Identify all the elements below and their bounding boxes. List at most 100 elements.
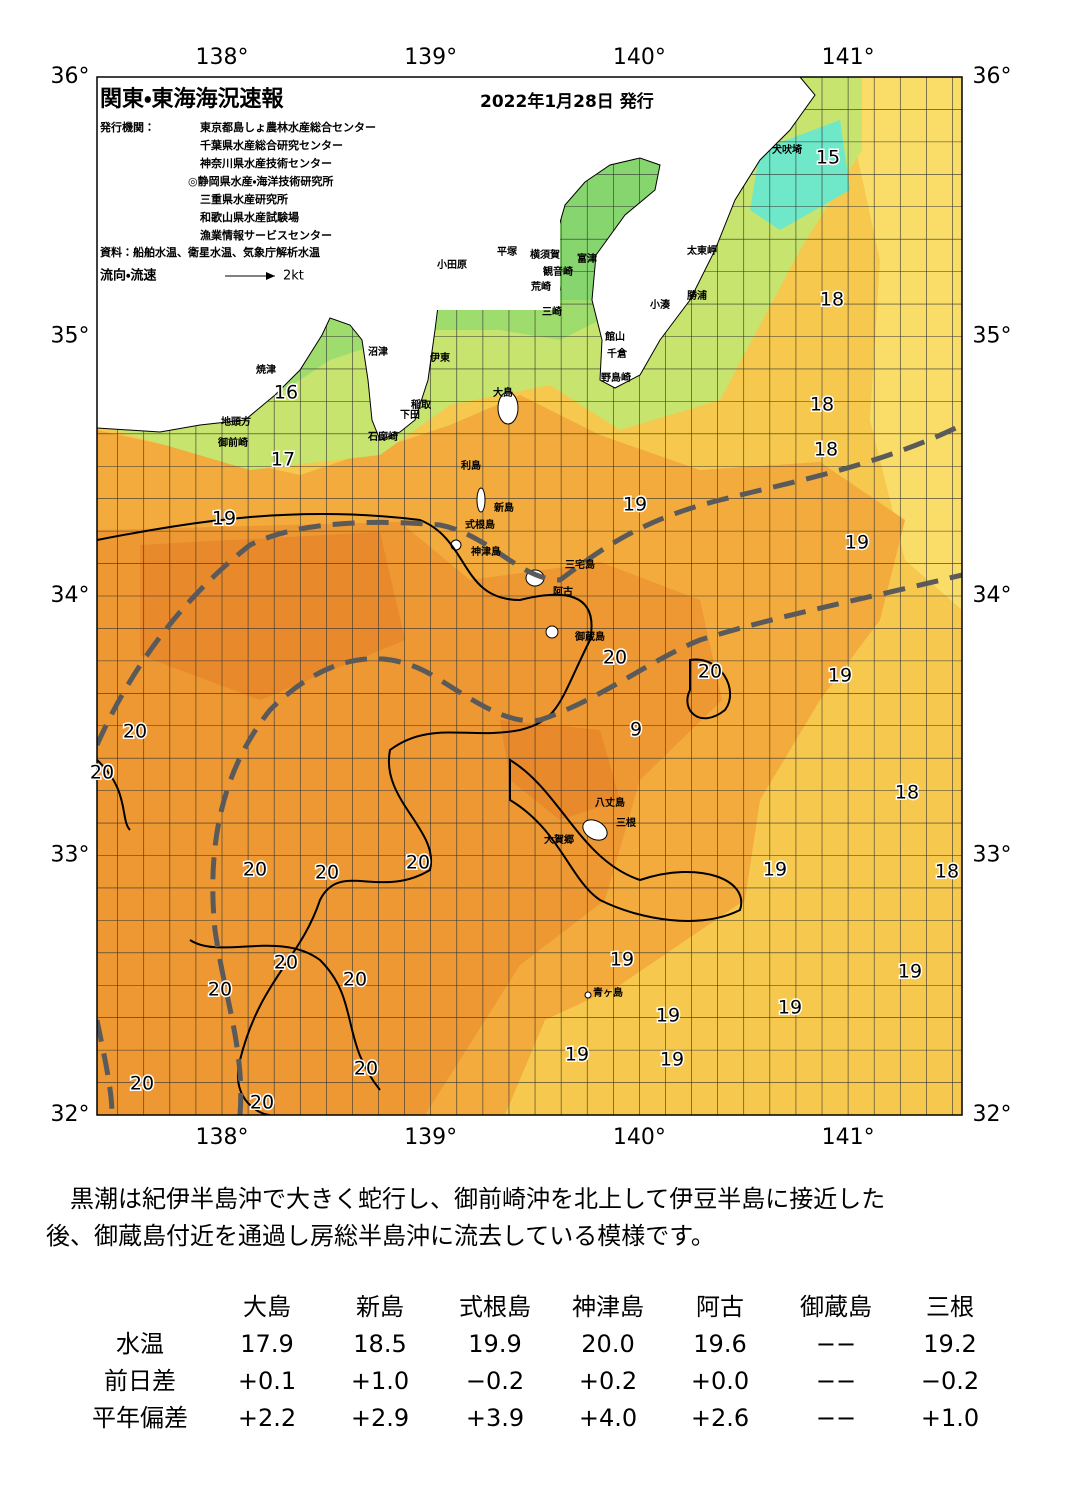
- temperature-label: 20: [315, 862, 339, 884]
- temperature-label: 20: [243, 859, 267, 881]
- issuer: ◎静岡県水産・海洋技術研究所: [188, 174, 333, 188]
- temperature-label: 19: [845, 532, 869, 554]
- cold-water: [750, 120, 850, 230]
- contour-line: [686, 658, 731, 720]
- table-cell: −0.2: [921, 1367, 979, 1395]
- row-label: 前日差: [104, 1367, 176, 1395]
- island: [545, 625, 559, 639]
- issue-date: 2022年1月28日 発行: [480, 91, 654, 112]
- land: [97, 77, 560, 310]
- place-name: 稲取: [411, 398, 432, 411]
- temperature-label: 20: [698, 661, 722, 683]
- table-cell: 20.0: [581, 1330, 634, 1358]
- table-cell: 17.9: [240, 1330, 293, 1358]
- description-line: 黒潮は紀伊半島沖で大きく蛇行し、御前崎沖を北上して伊豆半島に接近した: [46, 1185, 885, 1213]
- lon-label: 141°: [822, 45, 875, 70]
- place-name: 犬吠埼: [772, 143, 802, 156]
- table-cell: +1.0: [351, 1367, 409, 1395]
- place-name: 千倉: [607, 347, 628, 360]
- place-name: 新島: [493, 501, 514, 514]
- kuroshio-path: [210, 572, 962, 1115]
- temperature-label: 18: [810, 394, 834, 416]
- place-name: 大島: [493, 386, 513, 399]
- row-label: 水温: [116, 1330, 164, 1358]
- lat-label: 33°: [51, 843, 90, 868]
- map-body: [97, 77, 962, 1115]
- warm-core: [500, 720, 620, 820]
- place-name: 三崎: [542, 305, 562, 318]
- lat-label: 34°: [973, 583, 1012, 608]
- table-cell: +2.6: [691, 1404, 749, 1432]
- island: [584, 991, 592, 999]
- table-header: 式根島: [459, 1293, 531, 1321]
- lat-label: 34°: [51, 583, 90, 608]
- table-cell: 19.6: [693, 1330, 746, 1358]
- issuer: 漁業情報サービスセンター: [200, 228, 332, 242]
- warm-core: [140, 532, 405, 700]
- island: [476, 487, 486, 513]
- lon-label: 138°: [196, 1125, 249, 1150]
- table-cell: +3.9: [466, 1404, 524, 1432]
- title: 関東・東海海況速報: [100, 86, 284, 112]
- place-name: 伊東: [429, 351, 450, 364]
- table-cell: 19.2: [923, 1330, 976, 1358]
- issuer-label: 発行機関：: [99, 120, 155, 134]
- temperature-label: 20: [603, 647, 627, 669]
- place-name: 阿古: [553, 585, 573, 598]
- lon-label: 139°: [404, 45, 457, 70]
- temperature-label: 18: [820, 289, 844, 311]
- temperature-label: 16: [274, 382, 298, 404]
- place-name: 大賀郷: [544, 833, 574, 846]
- table-cell: +1.0: [921, 1404, 979, 1432]
- lat-label: 36°: [973, 64, 1012, 89]
- issuer: 三重県水産研究所: [200, 192, 288, 206]
- map-frame: [96, 76, 963, 1116]
- place-name: 勝浦: [687, 289, 707, 302]
- temperature-label: 9: [630, 719, 642, 741]
- lat-label: 32°: [51, 1102, 90, 1127]
- temperature-label: 20: [343, 969, 367, 991]
- table-cell: 18.5: [353, 1330, 406, 1358]
- place-name: 館山: [604, 330, 625, 343]
- warm-east: [840, 77, 962, 610]
- temperature-label: 15: [816, 147, 840, 169]
- temperature-label: 20: [123, 721, 147, 743]
- table-cell: +0.0: [691, 1367, 749, 1395]
- row-label: 平年偏差: [92, 1404, 188, 1432]
- place-name: 焼津: [256, 363, 276, 376]
- temperature-label: 19: [778, 997, 802, 1019]
- temperature-label: 20: [130, 1073, 154, 1095]
- kuroshio-axis: [97, 422, 962, 1115]
- data-source: 資料：船舶水温、衛星水温、気象庁解析水温: [100, 245, 320, 259]
- table-cell: +0.1: [238, 1367, 296, 1395]
- lon-label: 141°: [822, 1125, 875, 1150]
- issuer: 東京都島しょ農林水産総合センター: [200, 120, 376, 134]
- table-cell: +2.2: [238, 1404, 296, 1432]
- issuer: 神奈川県水産技術センター: [199, 156, 332, 170]
- kuroshio-path: [97, 1019, 115, 1115]
- lon-label: 139°: [404, 1125, 457, 1150]
- place-name: 八丈島: [595, 796, 625, 809]
- table-cell: −0.2: [466, 1367, 524, 1395]
- lat-label: 36°: [51, 64, 90, 89]
- temperature-label: 20: [208, 979, 232, 1001]
- table-cell: 19.9: [468, 1330, 521, 1358]
- place-name: 三宅島: [565, 558, 595, 571]
- contour-line: [97, 759, 381, 1091]
- issuer: 和歌山県水産試験場: [200, 210, 299, 224]
- contours: [97, 512, 743, 1115]
- temperature-label: 19: [623, 494, 647, 516]
- table-cell: +2.9: [351, 1404, 409, 1432]
- place-name: 太東岬: [686, 244, 717, 257]
- table-header: 三根: [926, 1293, 974, 1321]
- place-name: 荒崎: [530, 280, 551, 293]
- legend-label: 流向・流速: [100, 268, 156, 284]
- place-name: 青ヶ島: [593, 986, 623, 999]
- place-name: 小湊: [649, 298, 671, 311]
- place-name: 観音崎: [543, 265, 573, 278]
- table-header: 神津島: [572, 1293, 644, 1321]
- place-name: 富津: [577, 252, 597, 265]
- place-name: 横須賀: [530, 248, 560, 261]
